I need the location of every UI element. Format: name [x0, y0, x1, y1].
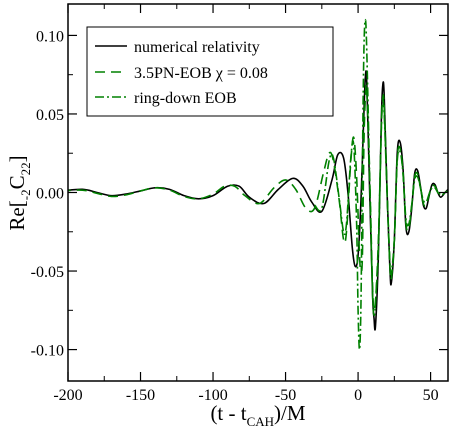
x-axis-title-sub: CAH: [247, 414, 274, 429]
legend: numerical relativity 3.5PN-EOB χ = 0.08 …: [86, 26, 334, 117]
tick-layer: -200 -150 -100 -50 0 50 -0.10 -0.05 0.00 0.05 0.10: [31, 4, 448, 404]
x-axis-title-tail: )/M: [274, 401, 306, 425]
y-tick-label: -0.05: [31, 264, 64, 281]
plot-frame: [67, 3, 449, 382]
y-tick-label: 0.10: [36, 28, 64, 45]
x-tick-label: -100: [198, 387, 227, 404]
y-axis-title-presub: -2: [18, 189, 33, 200]
series-pn-eob: [68, 83, 448, 312]
y-tick-label: 0.00: [36, 186, 64, 203]
x-axis-title-main: (t - t: [210, 401, 246, 425]
y-tick-label: 0.05: [36, 107, 64, 124]
legend-label-numerical-relativity: numerical relativity: [134, 39, 260, 56]
x-tick-label: 50: [423, 387, 439, 404]
series-layer: [68, 18, 448, 351]
x-tick-label: 0: [354, 387, 362, 404]
y-axis-title-letter: C: [5, 175, 29, 189]
y-axis-title-main: Re[: [5, 200, 29, 230]
y-tick-label: -0.10: [31, 343, 64, 360]
series-numerical-relativity: [68, 70, 448, 331]
y-axis-title-tail: ]: [5, 155, 29, 162]
y-axis-title-sub: 22: [18, 162, 33, 175]
y-axis-title: Re[-2C22]: [5, 155, 33, 230]
x-axis-title: (t - tCAH)/M: [210, 401, 305, 429]
series-ring-down-eob: [313, 18, 448, 351]
x-tick-label: -50: [275, 387, 296, 404]
legend-label-ring-down-eob: ring-down EOB: [134, 90, 237, 107]
x-tick-label: -150: [126, 387, 155, 404]
legend-box: [86, 26, 334, 117]
legend-label-pn-eob: 3.5PN-EOB χ = 0.08: [134, 65, 268, 82]
x-tick-label: -200: [53, 387, 82, 404]
